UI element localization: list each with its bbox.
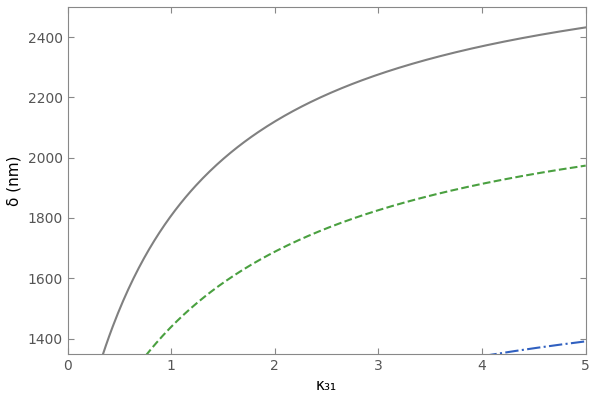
X-axis label: κ₃₁: κ₃₁	[316, 378, 337, 393]
Y-axis label: δ (nm): δ (nm)	[7, 155, 22, 206]
